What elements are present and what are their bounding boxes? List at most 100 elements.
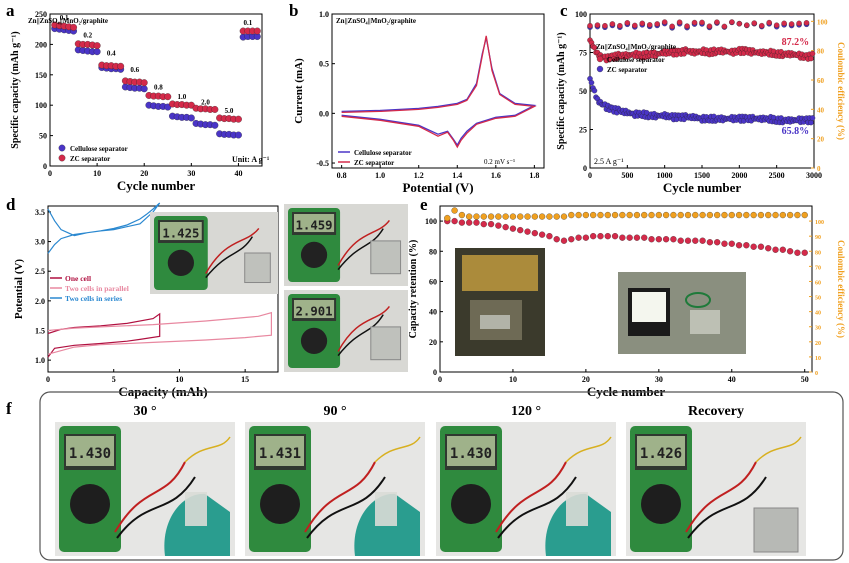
inset-photo-led: [618, 272, 746, 354]
data-point: [781, 20, 787, 27]
data-point: [655, 211, 662, 219]
rate-note-c: 2.5 A g⁻¹: [594, 157, 624, 166]
y2-tick-label: 70: [815, 265, 821, 271]
data-point: [117, 62, 125, 70]
y2-tick-label: 100: [815, 220, 824, 226]
probe-wire-black: [306, 476, 386, 539]
y-tick-label: 2.0: [35, 297, 45, 306]
data-point: [699, 211, 706, 219]
pouch-cell: [370, 240, 402, 275]
data-point: [803, 20, 810, 26]
y-tick-label: 50: [579, 87, 587, 96]
x-tick-label: 500: [621, 171, 633, 180]
legend-label: ZC separator: [354, 159, 394, 167]
photo-multimeter: 1.426: [626, 422, 806, 556]
y2-tick-label: 0: [815, 371, 818, 377]
probe-wire-red: [304, 461, 376, 533]
data-point: [591, 44, 598, 51]
data-point: [588, 79, 595, 86]
data-point: [699, 237, 706, 244]
y2-tick-label: 40: [817, 106, 825, 114]
probe-wire-black: [116, 476, 196, 539]
data-point: [765, 211, 772, 219]
data-point: [721, 211, 728, 219]
data-point: [758, 22, 765, 29]
data-point: [757, 243, 765, 250]
data-point: [164, 93, 172, 101]
x-tick-label: 10: [93, 169, 101, 178]
panel-letter-e: e: [420, 195, 428, 214]
data-point: [786, 248, 794, 255]
legend-title-b: Zn||ZnSO₄||MnO₂/graphite: [336, 17, 416, 25]
y-tick-label: 250: [35, 10, 47, 19]
panel-letter-b: b: [289, 1, 298, 20]
data-point: [670, 211, 677, 219]
y-tick-label: 200: [35, 40, 47, 49]
probe-wire-yellow: [565, 436, 612, 463]
data-point: [524, 228, 531, 235]
data-point: [553, 236, 560, 243]
data-point: [684, 237, 692, 244]
data-point: [253, 27, 261, 35]
multimeter-photo: 1.459: [284, 204, 408, 286]
data-point: [538, 213, 546, 220]
annotation: 87.2%: [782, 37, 810, 48]
data-point: [779, 211, 786, 219]
y2-tick-label: 10: [815, 356, 821, 362]
data-point: [619, 211, 626, 219]
data-point: [744, 22, 750, 28]
data-point: [794, 211, 801, 219]
data-point: [609, 21, 616, 27]
y-tick-label: 100: [425, 217, 437, 226]
data-point: [757, 211, 765, 219]
data-point: [624, 20, 631, 26]
data-point: [670, 236, 677, 243]
probe-wire-red: [114, 461, 186, 533]
data-point: [524, 213, 531, 220]
data-point: [809, 115, 816, 121]
y-tick-label: 50: [39, 132, 47, 141]
legend-label: Two cells in series: [65, 294, 122, 303]
data-point: [684, 23, 690, 29]
y2-tick-label: 80: [817, 48, 825, 56]
photo-caption: 120 °: [511, 404, 541, 419]
x-tick-label: 0: [46, 375, 50, 384]
y-tick-label: 1.0: [35, 356, 45, 365]
data-point: [691, 19, 698, 26]
y-axis-label: Current (mA): [293, 58, 305, 124]
data-point: [560, 213, 568, 220]
data-point: [706, 239, 714, 246]
series-line: [47, 312, 161, 358]
photo-cell: [480, 315, 510, 329]
legend-title-c: Zn||ZnSO₄||MnO₂/graphite: [596, 43, 676, 51]
y2-tick-label: 100: [817, 18, 828, 26]
data-point: [451, 217, 458, 225]
x-tick-label: 1500: [694, 171, 710, 180]
y-axis-label: Potential (V): [13, 259, 25, 320]
y2-tick-label: 60: [817, 77, 825, 85]
y-tick-label: 25: [579, 126, 587, 135]
multimeter-dial: [451, 484, 491, 524]
data-point: [451, 207, 458, 214]
y2-axis-label: Coulombic efficiency (%): [836, 240, 846, 338]
data-point: [743, 242, 750, 249]
data-point: [728, 211, 735, 219]
y2-tick-label: 60: [815, 280, 821, 286]
series-line: [341, 37, 537, 147]
multimeter-reading: 2.901: [296, 305, 333, 319]
legend-marker: [58, 144, 66, 152]
data-point: [70, 23, 78, 31]
photo-cell: [690, 310, 720, 334]
legend-label: ZC separator: [70, 155, 110, 163]
y2-tick-label: 30: [815, 326, 821, 332]
multimeter-lcd: [637, 436, 685, 466]
multimeter-dial: [300, 327, 328, 354]
data-point: [808, 119, 814, 126]
data-point: [801, 211, 808, 219]
x-tick-label: 2500: [769, 171, 785, 180]
data-point: [779, 246, 786, 253]
multimeter-photo: 1.425: [150, 212, 278, 294]
data-point: [582, 234, 590, 241]
data-point: [633, 211, 641, 219]
